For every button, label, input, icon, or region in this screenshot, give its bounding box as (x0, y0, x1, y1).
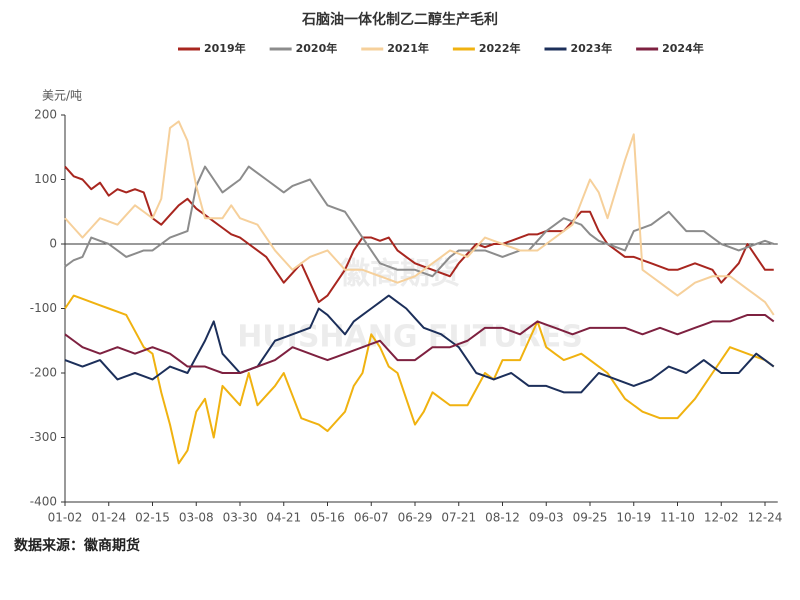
y-tick-label: 0 (49, 237, 57, 251)
x-tick-label: 06-29 (398, 511, 433, 525)
legend-label: 2021年 (387, 41, 429, 55)
series-line (64, 294, 775, 465)
legend-label: 2020年 (296, 41, 338, 55)
x-tick-label: 03-08 (179, 511, 214, 525)
chart-title: 石脑油一体化制乙二醇生产毛利 (301, 11, 498, 28)
x-tick-label: 12-02 (704, 511, 739, 525)
source: 数据来源：徽商期货 (14, 537, 140, 554)
x-tick-label: 01-24 (91, 511, 126, 525)
y-tick-label: 200 (34, 108, 57, 122)
series-line (64, 165, 775, 278)
legend-label: 2019年 (204, 41, 246, 55)
y-tick-label: -300 (30, 430, 57, 444)
x-tick-label: 01-02 (48, 511, 83, 525)
y-axis-unit: 美元/吨 (42, 89, 82, 103)
legend-label: 2024年 (662, 41, 704, 55)
x-tick-label: 03-30 (223, 511, 258, 525)
series-line (64, 165, 774, 304)
x-tick-label: 04-21 (266, 511, 301, 525)
x-tick-label: 09-03 (529, 511, 564, 525)
x-tick-label: 06-07 (354, 511, 389, 525)
x-tick-label: 12-24 (748, 511, 783, 525)
y-tick-label: -400 (30, 495, 57, 509)
x-tick-label: 09-25 (573, 511, 608, 525)
x-tick-label: 08-12 (485, 511, 520, 525)
y-tick-label: 100 (34, 172, 57, 186)
legend-label: 2022年 (479, 41, 521, 55)
y-tick-label: -200 (30, 366, 57, 380)
x-tick-label: 10-19 (616, 511, 651, 525)
series-line (64, 120, 775, 316)
y-tick-label: -100 (30, 301, 57, 315)
series-line (64, 313, 775, 374)
legend-label: 2023年 (571, 41, 613, 55)
watermark: 徽商期货 (339, 257, 460, 292)
x-tick-label: 05-16 (310, 511, 345, 525)
series-line (64, 294, 775, 394)
x-tick-label: 07-21 (441, 511, 476, 525)
x-tick-label: 02-15 (135, 511, 170, 525)
x-tick-label: 11-10 (660, 511, 695, 525)
